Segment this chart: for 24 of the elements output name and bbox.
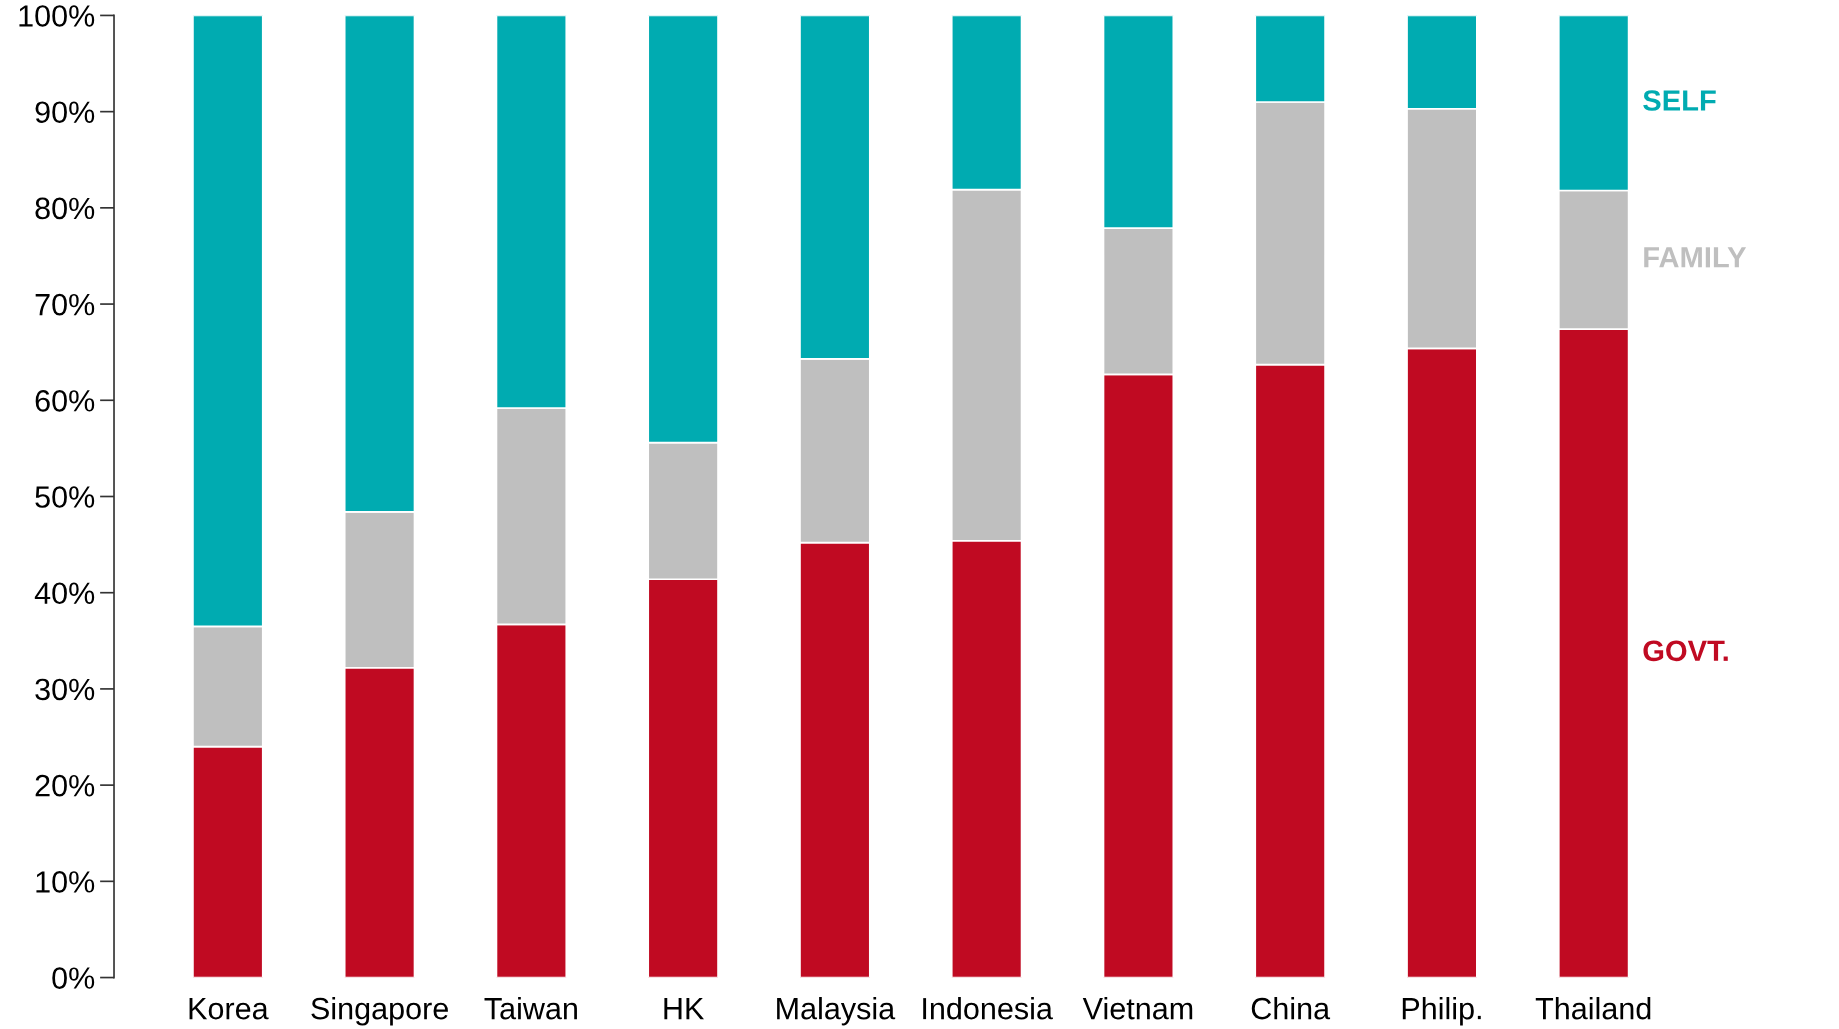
series-label: FAMILY [1644,247,1747,268]
x-tick-label: Philip. [1402,996,1481,1026]
series-label: SELF [1643,90,1716,111]
y-tick-label: 40% [34,582,95,605]
x-tick-label: Indonesia [923,996,1053,1020]
y-tick-label: 20% [35,774,95,797]
y-tick-label: 90% [35,101,95,124]
x-tick-label: HK [664,998,705,1020]
x-tick-label: Vietnam [1082,996,1193,1020]
x-tick-label: Korea [189,998,269,1020]
y-tick-label: 10% [36,871,95,893]
x-tick-label: Malaysia [777,996,896,1026]
y-tick-label: 80% [35,197,95,220]
y-tick-label: 0% [52,967,95,989]
series-label: GOVT. [1643,640,1728,662]
x-tick-label: Thailand [1535,996,1651,1020]
y-tick-label: 100% [19,5,95,27]
y-tick-label: 70% [35,293,95,316]
x-tick-label: Singapore [311,996,448,1026]
y-tick-label: 30% [35,678,95,701]
y-tick-label: 50% [35,486,95,508]
x-tick-label: Taiwan [484,996,577,1020]
x-tick-label: China [1251,996,1331,1020]
y-tick-label: 60% [35,390,95,412]
